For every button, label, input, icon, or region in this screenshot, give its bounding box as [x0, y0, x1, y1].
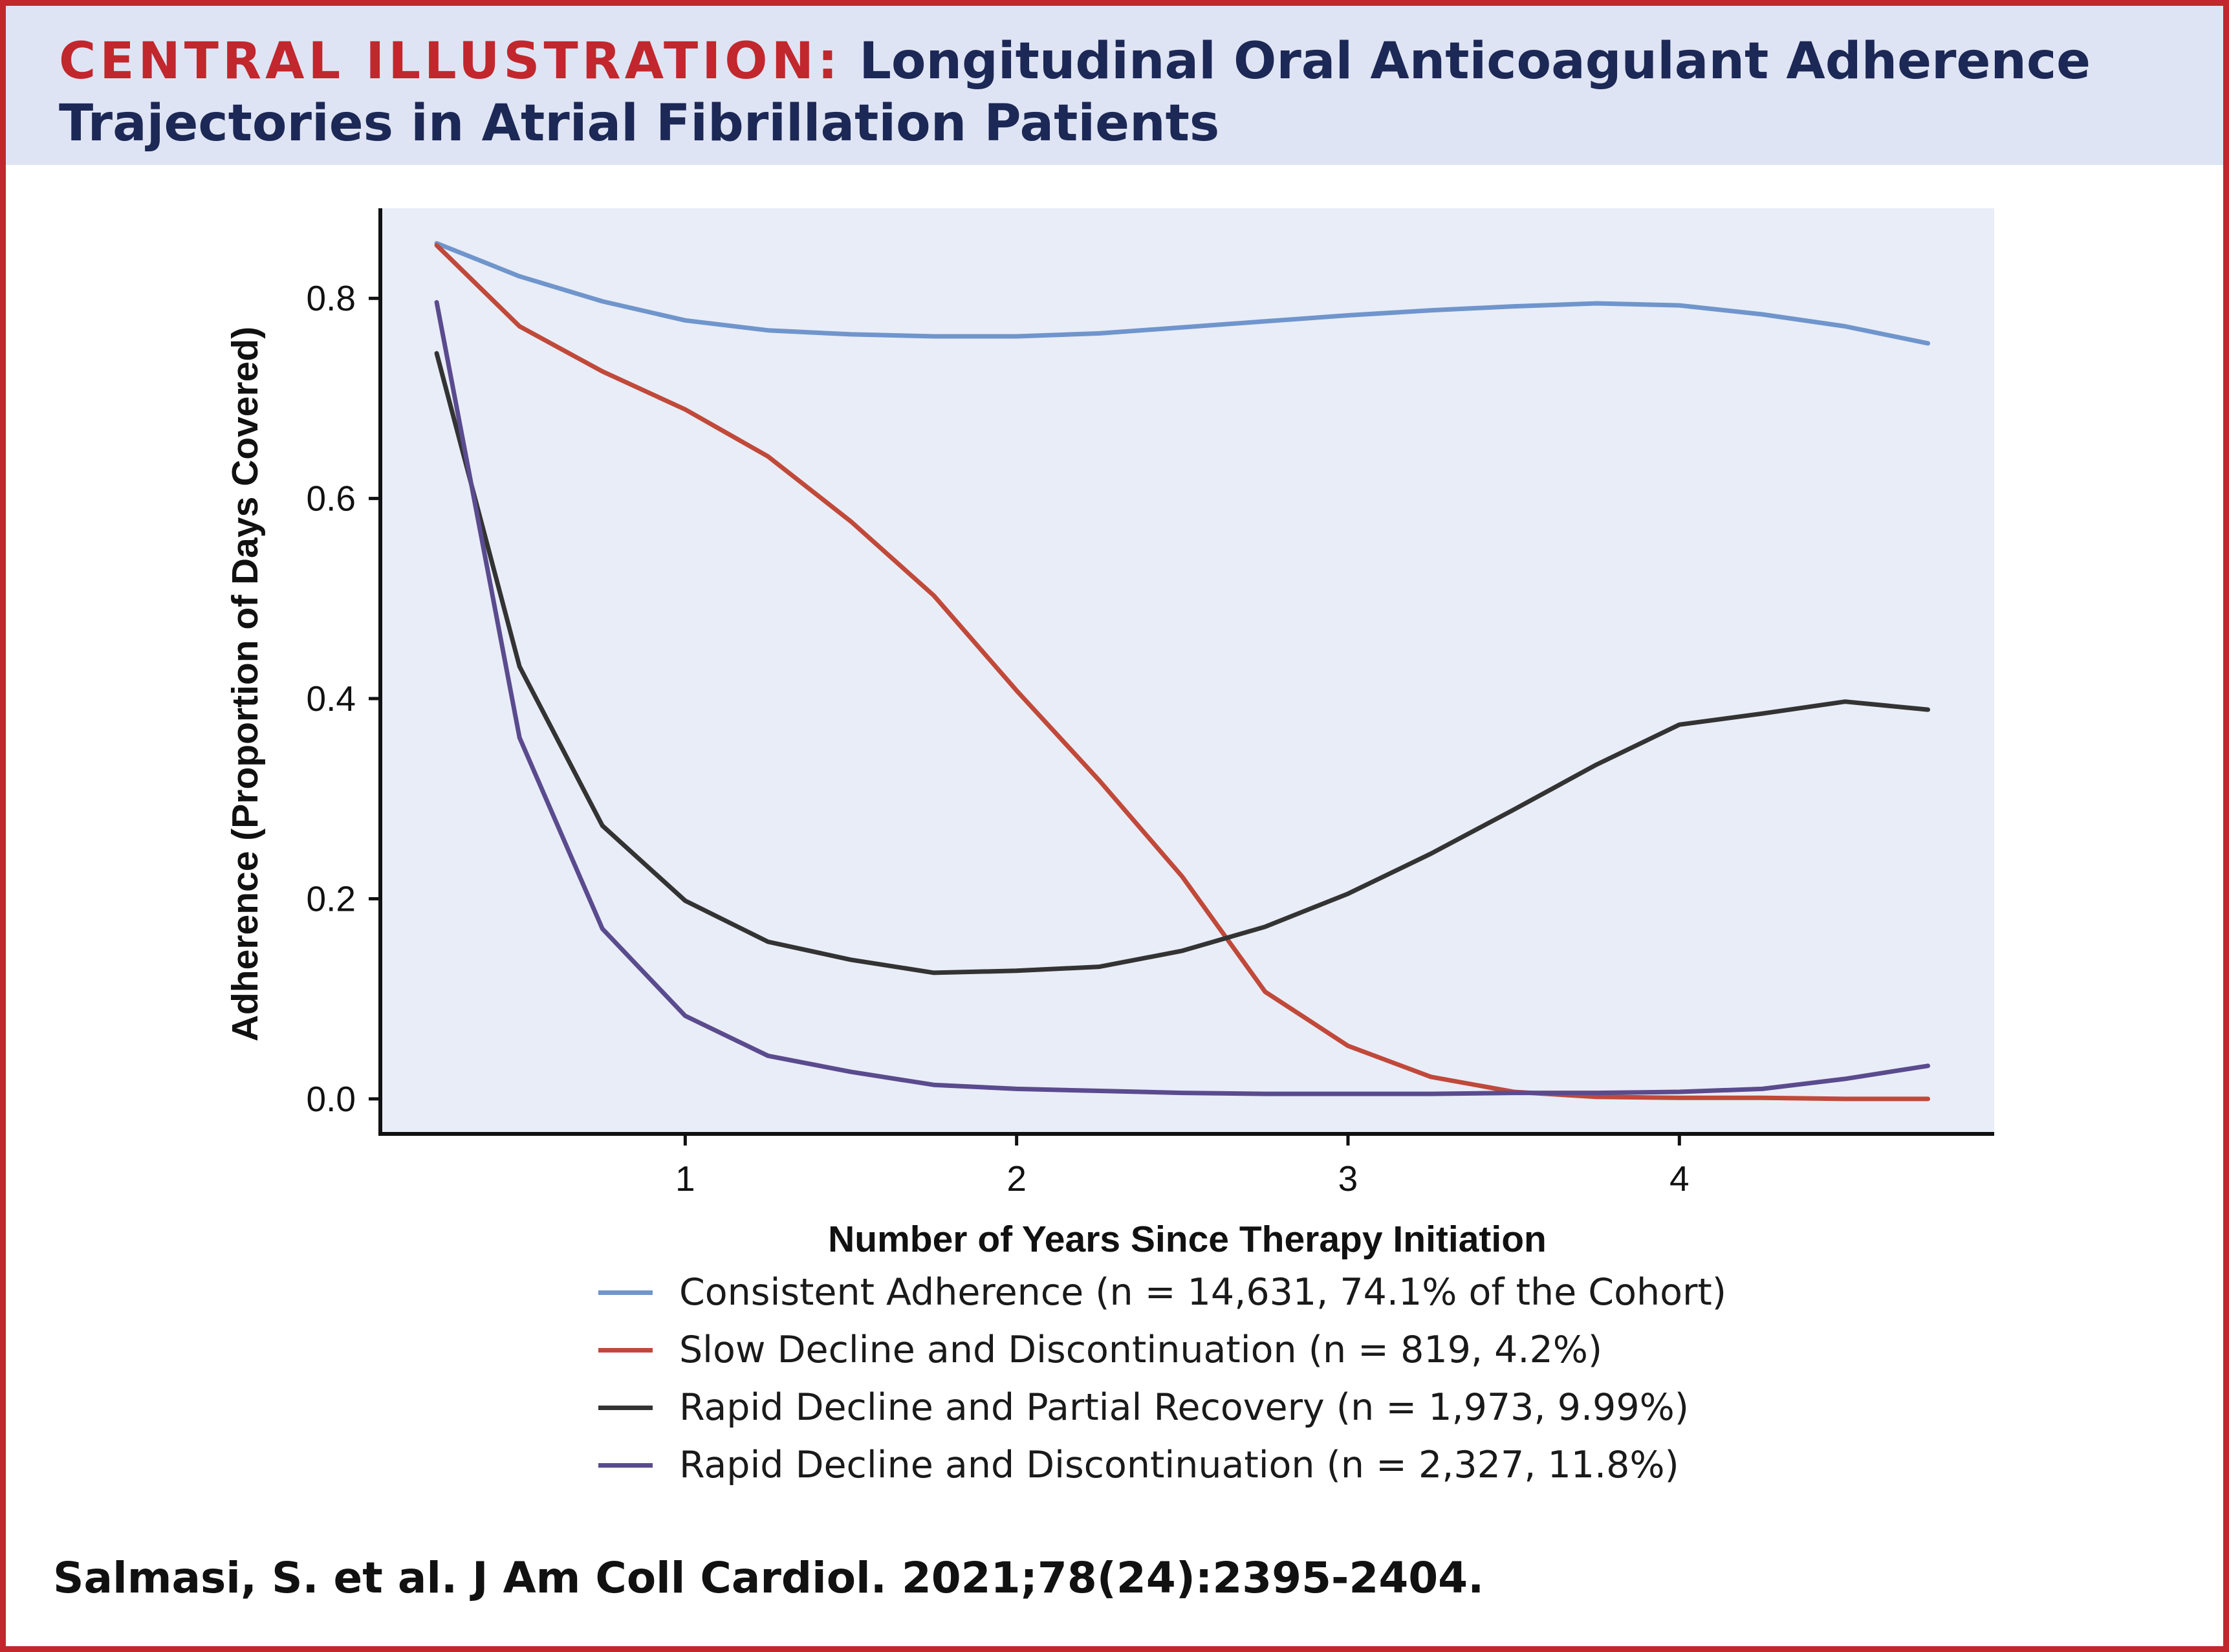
y-axis-label: Adherence (Proportion of Days Covered)	[224, 327, 266, 1041]
legend-swatch	[598, 1290, 653, 1295]
legend-label: Rapid Decline and Discontinuation (n = 2…	[679, 1444, 1679, 1486]
legend-label: Slow Decline and Discontinuation (n = 81…	[679, 1329, 1603, 1371]
title-lead: CENTRAL ILLUSTRATION:	[59, 32, 842, 91]
figure-title: CENTRAL ILLUSTRATION: Longitudinal Oral …	[59, 30, 2193, 155]
x-tick-label: 3	[1338, 1158, 1358, 1199]
y-tick-label: 0.8	[307, 278, 356, 318]
legend-swatch	[598, 1463, 653, 1468]
y-tick-label: 0.0	[307, 1079, 356, 1119]
header-banner: CENTRAL ILLUSTRATION: Longitudinal Oral …	[6, 6, 2223, 165]
y-tick-label: 0.6	[307, 479, 356, 519]
series-line-2	[434, 243, 1930, 1102]
x-tick-label: 2	[1006, 1158, 1027, 1199]
title-text: Longitudinal Oral Anticoagulant Adherenc…	[59, 32, 2091, 153]
legend-swatch	[598, 1406, 653, 1410]
legend-swatch	[598, 1348, 653, 1353]
series-line-3	[434, 351, 1930, 975]
legend-label: Consistent Adherence (n = 14,631, 74.1% …	[679, 1271, 1726, 1314]
x-tick-label: 4	[1669, 1158, 1690, 1199]
y-tick-label: 0.4	[307, 679, 356, 719]
series-line-1	[434, 241, 1930, 346]
series-line-4	[434, 299, 1930, 1096]
citation: Salmasi, S. et al. J Am Coll Cardiol. 20…	[53, 1553, 1484, 1603]
y-tick-label: 0.2	[307, 878, 356, 918]
x-axis-label: Number of Years Since Therapy Initiation	[828, 1219, 1547, 1260]
x-tick-label: 1	[675, 1158, 695, 1199]
legend-label: Rapid Decline and Partial Recovery (n = …	[679, 1386, 1689, 1429]
plot-area	[380, 208, 1994, 1134]
series-layer	[434, 241, 1930, 1102]
ticks-layer: 1 2 3 4 0.0 0.2 0.4 0.6 0.8	[307, 278, 1690, 1199]
